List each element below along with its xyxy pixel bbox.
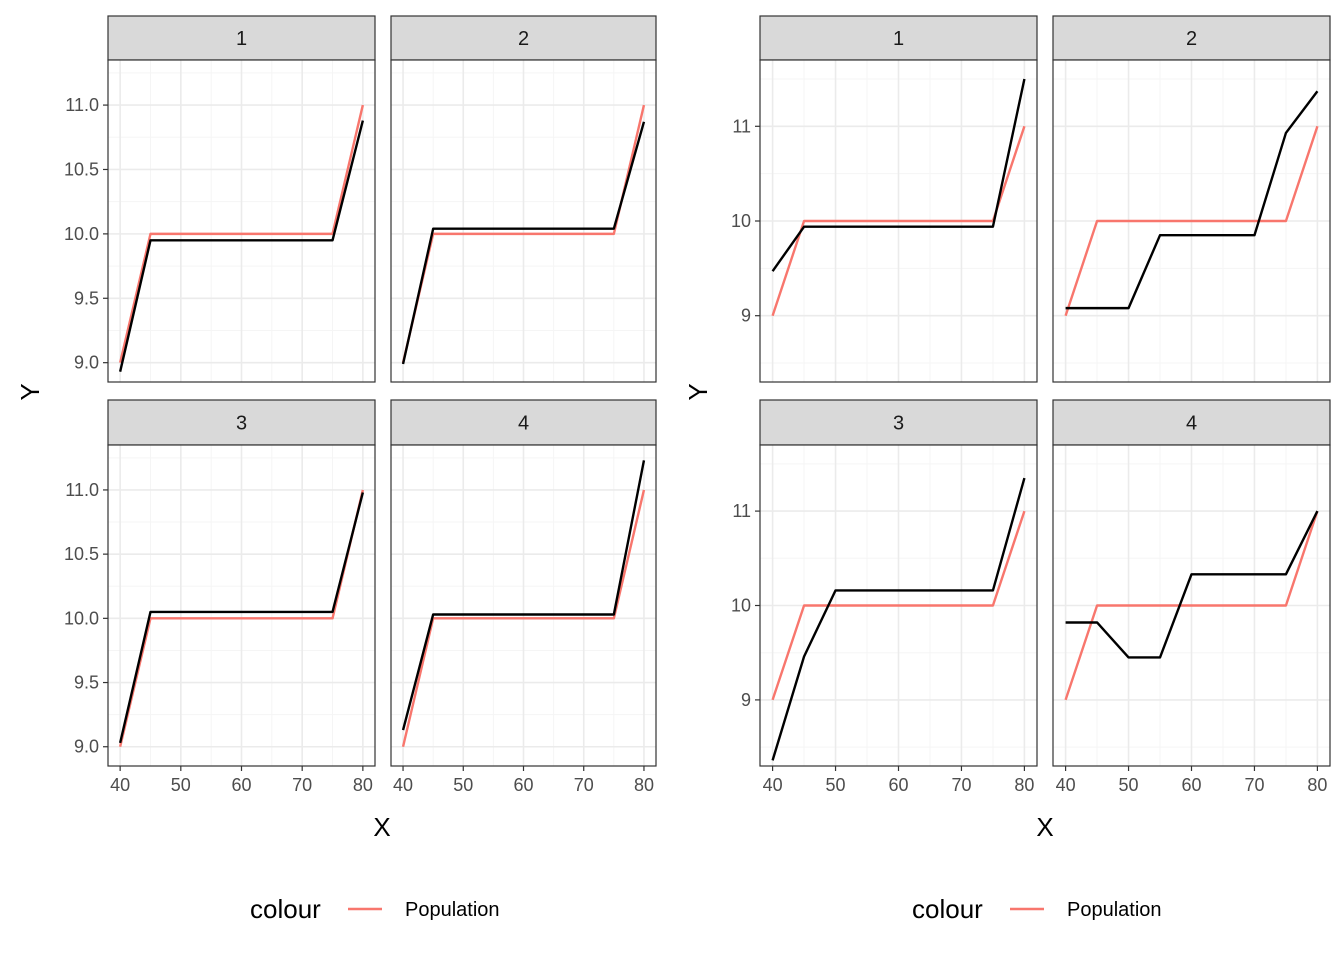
panel-border bbox=[107, 59, 376, 383]
y-tick-label: 9 bbox=[741, 306, 751, 326]
y-axis-title: Y bbox=[683, 383, 713, 400]
y-tick-label: 10.0 bbox=[64, 608, 99, 628]
facet-strip-label: 2 bbox=[518, 28, 529, 50]
panel-2: 2 bbox=[390, 15, 657, 383]
facet-strip-label: 4 bbox=[1186, 413, 1197, 435]
y-axis-title: Y bbox=[15, 383, 45, 400]
legend-title: colour bbox=[912, 894, 983, 924]
facet-strip-label: 3 bbox=[893, 413, 904, 435]
panel-3: 3 9.0 9.5 10.0 10.5 11.0 40 50 60 70 80 bbox=[64, 399, 376, 795]
y-tick-label: 9 bbox=[741, 690, 751, 710]
y-tick-label: 9.0 bbox=[74, 737, 99, 757]
panel-1: 1 9 10 11 bbox=[731, 15, 1038, 383]
population-line bbox=[771, 125, 1026, 317]
y-tick-label: 9.0 bbox=[74, 353, 99, 373]
x-tick-label: 60 bbox=[513, 775, 533, 795]
sample-line bbox=[118, 492, 365, 744]
x-tick-label: 60 bbox=[231, 775, 251, 795]
panel-4: 4 40 50 60 70 80 bbox=[1052, 399, 1331, 795]
x-axis-title: X bbox=[1036, 812, 1053, 842]
y-tick-label: 10.0 bbox=[64, 224, 99, 244]
facet-strip bbox=[107, 399, 376, 446]
x-tick-label: 70 bbox=[951, 775, 971, 795]
legend-title: colour bbox=[250, 894, 321, 924]
y-tick-label: 9.5 bbox=[74, 288, 99, 308]
facet-strip-label: 1 bbox=[893, 28, 904, 50]
x-tick-label: 70 bbox=[292, 775, 312, 795]
panel-4: 4 40 50 60 70 80 bbox=[390, 399, 657, 795]
x-axis-title: X bbox=[373, 812, 390, 842]
legend-entry-population: Population bbox=[1067, 899, 1162, 921]
y-tick-label: 10.5 bbox=[64, 159, 99, 179]
population-line bbox=[118, 104, 365, 363]
sample-line bbox=[401, 460, 646, 731]
facet-strip-label: 4 bbox=[518, 413, 529, 435]
panel-3: 3 9 10 11 40 50 60 70 80 bbox=[731, 399, 1038, 795]
x-tick-label: 70 bbox=[574, 775, 594, 795]
legend: colour Population bbox=[250, 894, 500, 924]
panel-1: 1 9.0 9.5 10.0 10.5 11.0 bbox=[64, 15, 376, 383]
panel-border bbox=[390, 59, 657, 383]
population-line bbox=[771, 510, 1026, 701]
x-tick-label: 40 bbox=[1056, 775, 1076, 795]
y-tick-label: 10 bbox=[731, 596, 751, 616]
facet-strip bbox=[759, 399, 1038, 446]
facet-strip bbox=[759, 15, 1038, 61]
facet-strip bbox=[1052, 399, 1331, 446]
x-tick-label: 80 bbox=[634, 775, 654, 795]
sample-line bbox=[771, 78, 1026, 272]
x-tick-label: 50 bbox=[1119, 775, 1139, 795]
x-tick-label: 80 bbox=[353, 775, 373, 795]
sample-line bbox=[771, 477, 1026, 761]
x-tick-label: 80 bbox=[1014, 775, 1034, 795]
y-tick-label: 11.0 bbox=[65, 95, 99, 115]
facet-strip-label: 1 bbox=[236, 28, 247, 50]
chart-1: 1 9.0 9.5 10.0 10.5 11.0 2 3 9.0 9.5 10.0 10.5 11.0 4… bbox=[15, 15, 657, 924]
population-line bbox=[1064, 125, 1319, 317]
x-tick-label: 60 bbox=[888, 775, 908, 795]
panel-2: 2 bbox=[1052, 15, 1331, 383]
y-tick-label: 10.5 bbox=[64, 544, 99, 564]
sample-line bbox=[1065, 510, 1319, 659]
facet-strip bbox=[107, 15, 376, 61]
y-tick-label: 9.5 bbox=[74, 673, 99, 693]
x-tick-label: 40 bbox=[393, 775, 413, 795]
legend: colour Population bbox=[912, 894, 1162, 924]
x-tick-label: 50 bbox=[826, 775, 846, 795]
facet-strip-label: 3 bbox=[236, 413, 247, 435]
x-tick-label: 40 bbox=[763, 775, 783, 795]
legend-entry-population: Population bbox=[405, 899, 500, 921]
x-tick-label: 80 bbox=[1307, 775, 1327, 795]
sample-line bbox=[1065, 90, 1319, 310]
y-tick-label: 11 bbox=[732, 116, 751, 136]
x-tick-label: 50 bbox=[171, 775, 191, 795]
facet-strip bbox=[1052, 15, 1331, 61]
x-tick-label: 60 bbox=[1181, 775, 1201, 795]
y-tick-label: 10 bbox=[731, 211, 751, 231]
facet-strip bbox=[390, 399, 657, 446]
facet-strip-label: 2 bbox=[1186, 28, 1197, 50]
y-tick-label: 11 bbox=[732, 501, 751, 521]
x-tick-label: 40 bbox=[110, 775, 130, 795]
sample-line bbox=[401, 121, 646, 365]
x-tick-label: 50 bbox=[453, 775, 473, 795]
sample-line bbox=[118, 120, 365, 372]
population-line bbox=[1064, 510, 1319, 701]
y-tick-label: 11.0 bbox=[65, 480, 99, 500]
x-tick-label: 70 bbox=[1244, 775, 1264, 795]
panel-border bbox=[1052, 59, 1331, 383]
population-line bbox=[401, 489, 646, 748]
